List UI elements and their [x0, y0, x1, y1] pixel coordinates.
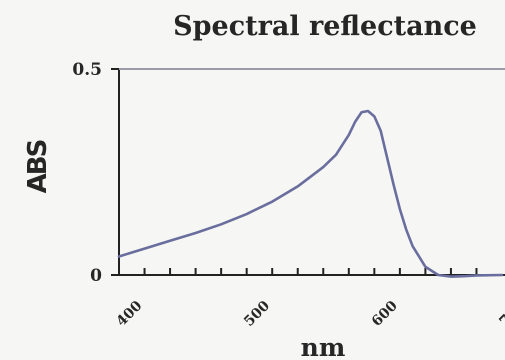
chart-title: Spectral reflectance [173, 11, 477, 42]
series-line-0 [117, 109, 504, 278]
x-tick-label-1: 500 [241, 298, 273, 330]
x-tick-label-3: 700 [497, 298, 505, 330]
y-tick-label-1: 0.5 [72, 60, 102, 80]
x-axis-label: nm [301, 333, 346, 360]
ticks: 0 0.5 400 500 600 700 [72, 60, 505, 330]
x-tick-label-2: 600 [369, 298, 401, 330]
y-axis-label: ABS [23, 140, 53, 193]
series [117, 109, 504, 278]
y-tick-label-0: 0 [90, 266, 102, 286]
axes [118, 68, 505, 276]
x-tick-label-0: 400 [114, 298, 146, 330]
